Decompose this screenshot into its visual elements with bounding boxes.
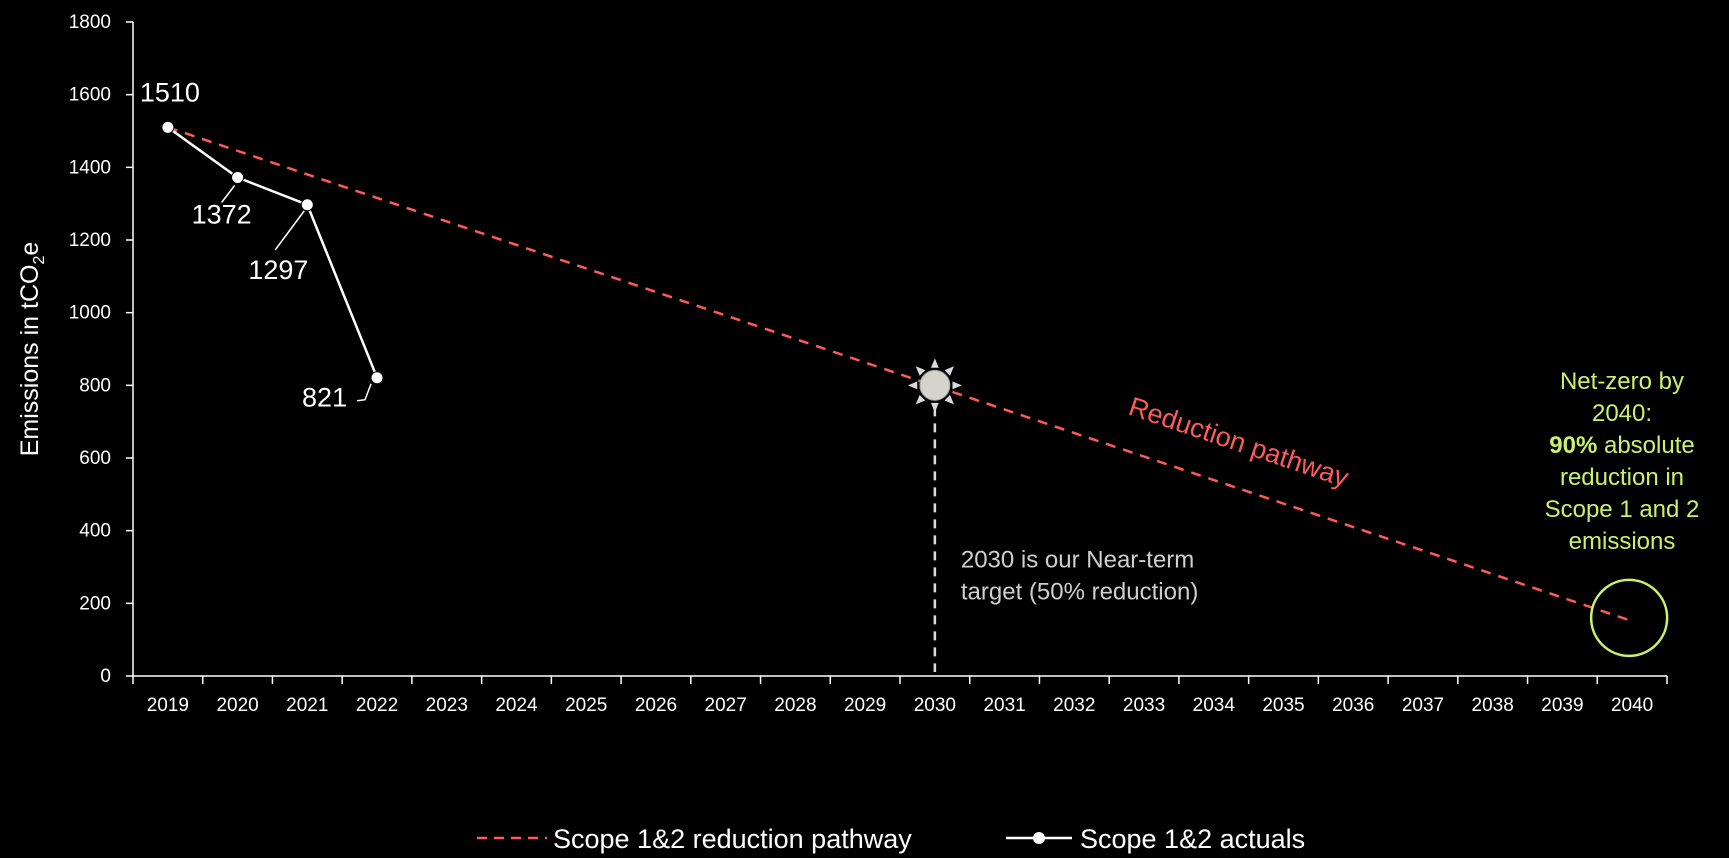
netzero-note-line5: Scope 1 and 2 — [1545, 496, 1700, 523]
netzero-note-line4: reduction in — [1560, 464, 1684, 491]
x-tick-label: 2034 — [1193, 695, 1236, 716]
sun-ray — [930, 358, 939, 368]
data-label: 1297 — [248, 255, 308, 285]
y-tick-label: 1200 — [69, 230, 111, 251]
x-tick-label: 2040 — [1611, 695, 1653, 716]
y-axis-label: Emissions in tCO2e — [16, 242, 48, 457]
legend-actuals-label: Scope 1&2 actuals — [1080, 824, 1305, 854]
sun-ray — [952, 381, 962, 390]
x-tick-label: 2031 — [983, 695, 1025, 716]
y-tick-label: 1600 — [69, 85, 111, 106]
x-tick-label: 2030 — [914, 695, 956, 716]
legend: Scope 1&2 reduction pathway Scope 1&2 act… — [477, 824, 1305, 854]
actuals-point — [300, 198, 314, 212]
y-tick-label: 200 — [79, 593, 111, 614]
x-tick-label: 2020 — [216, 695, 258, 716]
x-tick-label: 2028 — [774, 695, 816, 716]
x-tick-label: 2038 — [1472, 695, 1514, 716]
sun-ray — [944, 366, 954, 376]
x-tick-label: 2025 — [565, 695, 607, 716]
x-tick-label: 2027 — [705, 695, 747, 716]
y-tick-label: 1400 — [69, 157, 111, 178]
netzero-note-line1: Net-zero by — [1560, 368, 1684, 395]
sun-ray — [907, 381, 918, 390]
x-tick-label: 2029 — [844, 695, 886, 716]
near-term-note-line2: target (50% reduction) — [961, 578, 1198, 605]
y-tick-label: 600 — [79, 448, 111, 469]
sun-icon — [907, 358, 962, 413]
actuals-point — [161, 120, 175, 134]
sun-ray — [944, 394, 954, 405]
netzero-note-line3: 90% absolute — [1549, 432, 1694, 459]
x-tick-label: 2032 — [1053, 695, 1095, 716]
x-tick-label: 2037 — [1402, 695, 1444, 716]
axes: 0 200 400 600 800 1000 1200 1400 1600 1800 2019 202… — [16, 12, 1668, 716]
legend-actuals-marker — [1033, 832, 1045, 844]
x-tick-label: 2021 — [286, 695, 328, 716]
pathway-label: Reduction pathway — [1125, 391, 1353, 493]
data-label-leader — [220, 185, 236, 203]
data-label: 821 — [302, 383, 347, 413]
netzero-note-line2: 2040: — [1592, 400, 1652, 427]
actuals-point — [231, 171, 245, 185]
x-tick-label: 2035 — [1262, 695, 1304, 716]
y-tick-label: 0 — [100, 666, 111, 687]
near-term-note-line1: 2030 is our Near-term — [961, 546, 1194, 573]
annotations: 2030 is our Near-term target (50% reducti… — [907, 358, 1700, 672]
x-tick-label: 2036 — [1332, 695, 1374, 716]
x-tick-label: 2039 — [1541, 695, 1583, 716]
actuals-series: 1510 1372 1297 821 — [140, 77, 384, 413]
y-tick-label: 1000 — [69, 303, 111, 324]
pathway-series — [167, 126, 1633, 623]
sun-ray — [915, 394, 926, 405]
y-tick-label: 1800 — [69, 12, 111, 33]
y-tick-label: 400 — [79, 521, 111, 542]
legend-pathway-label: Scope 1&2 reduction pathway — [553, 824, 912, 854]
x-tick-label: 2023 — [426, 695, 468, 716]
x-tick-label: 2022 — [356, 695, 398, 716]
x-tick-label: 2033 — [1123, 695, 1165, 716]
sun-ray — [915, 366, 926, 376]
data-label: 1510 — [140, 77, 200, 107]
x-tick-label: 2019 — [147, 695, 189, 716]
netzero-note-line6: emissions — [1569, 528, 1676, 555]
x-tick-label: 2026 — [635, 695, 677, 716]
data-label-leader — [274, 210, 305, 251]
actuals-point — [370, 371, 384, 385]
y-tick-label: 800 — [79, 375, 111, 396]
data-label: 1372 — [192, 200, 252, 230]
pathway-line — [167, 126, 1633, 623]
data-label-leader — [356, 383, 372, 402]
x-tick-label: 2024 — [495, 695, 538, 716]
sun-disc — [919, 369, 951, 401]
netzero-circle — [1589, 578, 1669, 658]
actuals-line — [167, 126, 379, 379]
sun-ray — [930, 402, 939, 413]
